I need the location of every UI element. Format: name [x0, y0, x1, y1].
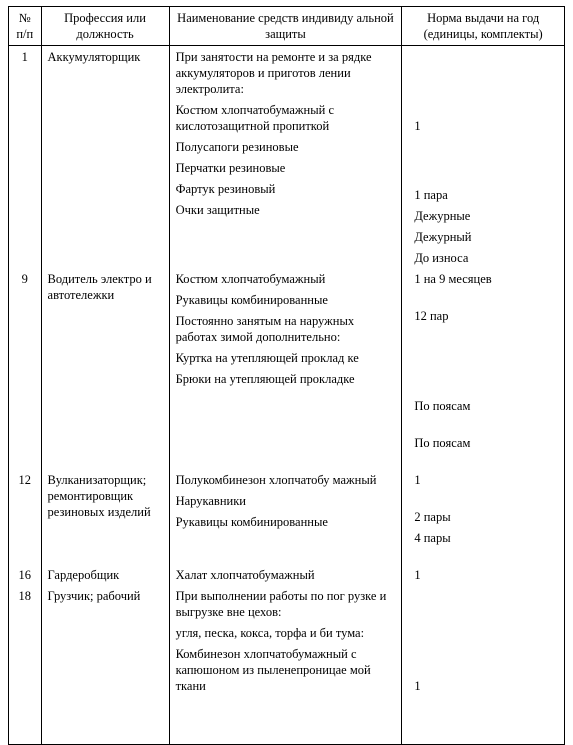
row-profession: Грузчик; рабочий: [41, 585, 169, 745]
norm-item: Фартук резиновыйДежурный: [408, 229, 558, 245]
norm-item: Комбинезон хлопчатобумажный с капюшоном …: [408, 678, 558, 742]
ppe-item: Куртка на утепляющей проклад ке: [176, 350, 396, 366]
row-profession: Аккумуляторщик: [41, 46, 169, 269]
norm-item: Костюм хлопчатобумажный с кислотозащитно…: [408, 118, 558, 182]
ppe-item: Постоянно занятым на наружных работах зи…: [176, 313, 396, 345]
norm-item: При выполнении работы по пог рузке и выг…: [408, 588, 558, 636]
row-number: 12: [9, 469, 42, 564]
row-norm: При занятости на ремонте и за рядке акку…: [402, 46, 565, 269]
ppe-item: Полукомбинезон хлопчатобу мажный: [176, 472, 396, 488]
ppe-item: Комбинезон хлопчатобумажный с капюшоном …: [176, 646, 396, 694]
row-norm: Халат хлопчатобумажный1: [402, 564, 565, 585]
header-profession: Профессия или должность: [41, 7, 169, 46]
ppe-item: При выполнении работы по пог рузке и выг…: [176, 588, 396, 620]
row-ppe: Полукомбинезон хлопчатобу мажный Нарукавн…: [169, 469, 402, 564]
ppe-item: Брюки на утепляющей прокладке: [176, 371, 396, 387]
norm-item: Куртка на утепляющей проклад кеПо поясам: [408, 398, 558, 430]
norm-item: Рукавицы комбинированные12 пар: [408, 308, 558, 340]
row-ppe: Халат хлопчатобумажный: [169, 564, 402, 585]
ppe-item: Рукавицы комбинированные: [176, 292, 396, 308]
row-profession: Гардеробщик: [41, 564, 169, 585]
row-profession: Вулканизаторщик; ремонтировщик резиновых…: [41, 469, 169, 564]
norm-item: Костюм хлопчатобумажный1 на 9 месяцев: [408, 271, 558, 303]
ppe-norms-table: № п/п Профессия или должность Наименован…: [8, 6, 565, 745]
norm-item: Рукавицы комбинированные4 пары: [408, 530, 558, 562]
header-ppe: Наименование средств индивиду альной защ…: [169, 7, 402, 46]
ppe-item: Перчатки резиновые: [176, 160, 396, 176]
norm-item: При занятости на ремонте и за рядке акку…: [408, 49, 558, 113]
ppe-item: Нарукавники: [176, 493, 396, 509]
norm-item: Полусапоги резиновые1 пара: [408, 187, 558, 203]
ppe-item: Костюм хлопчатобумажный: [176, 271, 396, 287]
norm-item: Брюки на утепляющей прокладкеПо поясам: [408, 435, 558, 467]
row-ppe: При занятости на ремонте и за рядке акку…: [169, 46, 402, 269]
ppe-item: Фартук резиновый: [176, 181, 396, 197]
row-number: 9: [9, 268, 42, 469]
norm-item: Перчатки резиновыеДежурные: [408, 208, 558, 224]
ppe-item: угля, песка, кокса, торфа и би тума:: [176, 625, 396, 641]
norm-item: Постоянно занятым на наружных работах зи…: [408, 345, 558, 393]
ppe-item: Рукавицы комбинированные: [176, 514, 396, 530]
row-number: 18: [9, 585, 42, 745]
row-norm: При выполнении работы по пог рузке и выг…: [402, 585, 565, 745]
row-norm: Полукомбинезон хлопчатобу мажный1 Нарукав…: [402, 469, 565, 564]
ppe-item: Очки защитные: [176, 202, 396, 218]
header-norm: Норма выдачи на год (единицы, комплекты): [402, 7, 565, 46]
ppe-item: Полусапоги резиновые: [176, 139, 396, 155]
norm-item: Очки защитныеДо износа: [408, 250, 558, 266]
norm-item: Нарукавники2 пары: [408, 509, 558, 525]
header-number: № п/п: [9, 7, 42, 46]
norm-item: угля, песка, кокса, торфа и би тума:: [408, 641, 558, 673]
row-norm: Костюм хлопчатобумажный1 на 9 месяцев Рук…: [402, 268, 565, 469]
norm-item: Полукомбинезон хлопчатобу мажный1: [408, 472, 558, 504]
ppe-item: При занятости на ремонте и за рядке акку…: [176, 49, 396, 97]
row-number: 16: [9, 564, 42, 585]
row-ppe: При выполнении работы по пог рузке и выг…: [169, 585, 402, 745]
row-number: 1: [9, 46, 42, 269]
ppe-item: Костюм хлопчатобумажный с кислотозащитно…: [176, 102, 396, 134]
row-ppe: Костюм хлопчатобумажный Рукавицы комбинир…: [169, 268, 402, 469]
row-profession: Водитель электро и автотележки: [41, 268, 169, 469]
ppe-item: Халат хлопчатобумажный: [176, 567, 396, 583]
norm-item: Халат хлопчатобумажный1: [408, 567, 558, 583]
